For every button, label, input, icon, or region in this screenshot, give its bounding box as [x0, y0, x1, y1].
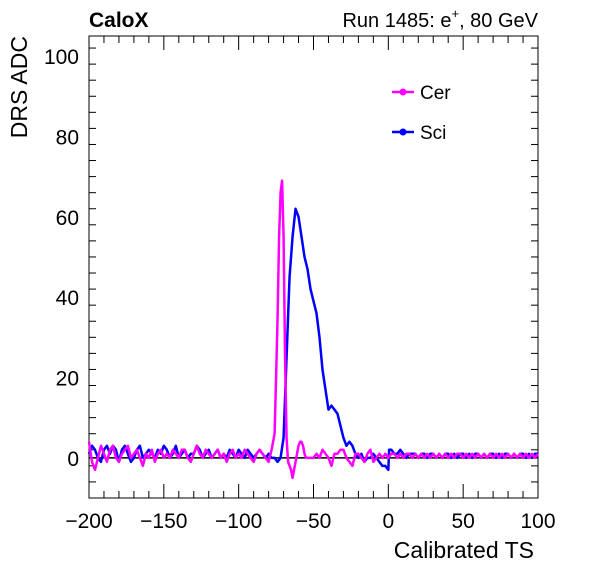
- x-tick-label: −50: [296, 510, 332, 533]
- legend-marker-sci: [399, 128, 407, 136]
- legend-label-cer: Cer: [420, 83, 451, 104]
- y-tick-label: 80: [56, 126, 79, 149]
- run-label-prefix: Run 1485: e: [342, 10, 451, 32]
- x-tick-label: 0: [382, 510, 394, 533]
- y-tick-label: 20: [56, 367, 79, 390]
- y-axis-title: DRS ADC: [6, 36, 32, 138]
- legend-marker-cer: [399, 88, 407, 96]
- series-layer: [87, 179, 540, 480]
- y-tick-label: 100: [44, 46, 79, 69]
- x-tick-label: 50: [451, 510, 474, 533]
- y-tick-label: 0: [67, 448, 79, 471]
- series-line-sci: [87, 207, 538, 472]
- y-tick-label: 60: [56, 207, 79, 230]
- plot-frame: [88, 35, 539, 499]
- axis-ticks: [88, 36, 539, 499]
- run-label: Run 1485: e+, 80 GeV: [342, 6, 538, 32]
- x-tick-label: −200: [65, 510, 112, 533]
- y-tick-label: 40: [56, 287, 79, 310]
- x-tick-label: 100: [520, 510, 555, 533]
- series-line-cer: [87, 179, 540, 480]
- legend: Cer Sci: [392, 83, 451, 144]
- run-label-suffix: , 80 GeV: [459, 10, 539, 32]
- x-axis-title: Calibrated TS: [394, 537, 534, 563]
- x-tick-label: −100: [215, 510, 262, 533]
- run-label-charge: +: [451, 6, 459, 21]
- legend-label-sci: Sci: [420, 123, 446, 144]
- x-tick-label: −150: [140, 510, 187, 533]
- experiment-label: CaloX: [89, 9, 149, 32]
- axis-tick-labels: −200 −150 −100 −50 0 50 100 0 20 40 60 80 100: [44, 46, 556, 533]
